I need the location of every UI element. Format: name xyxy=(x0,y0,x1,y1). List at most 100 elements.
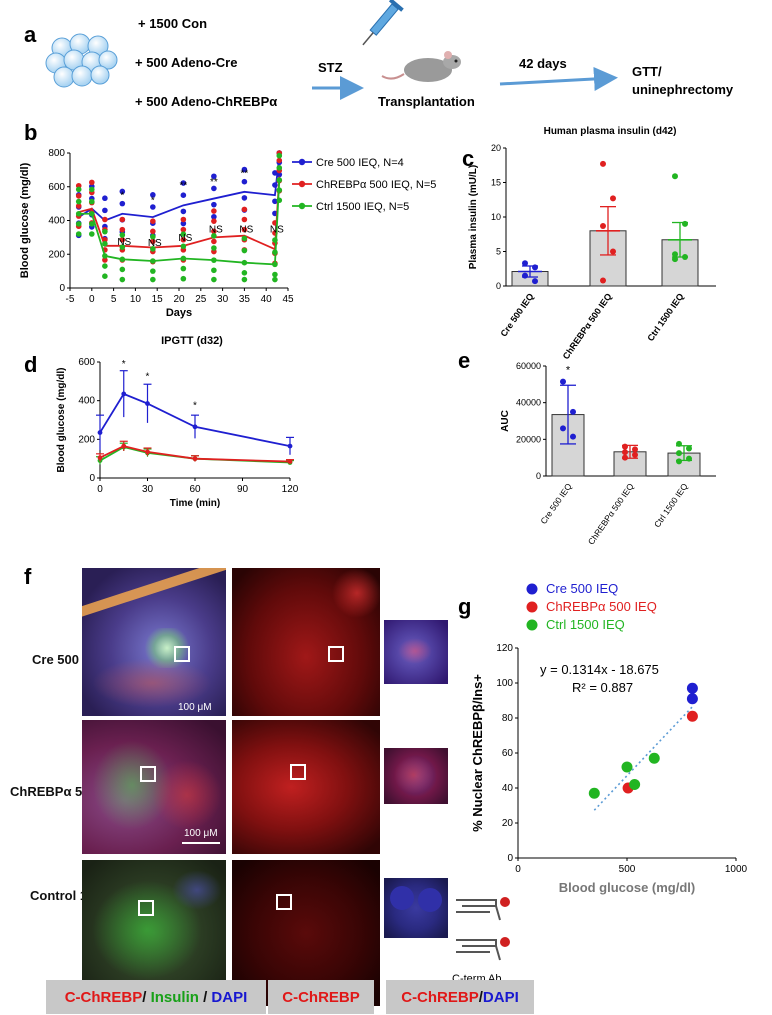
data-point xyxy=(180,192,187,198)
group-con: + 1500 Con xyxy=(138,16,207,31)
data-point xyxy=(180,180,187,186)
data-point xyxy=(119,188,126,195)
arrow-42-days xyxy=(499,66,618,91)
data-point xyxy=(648,752,660,764)
chart-title: IPGTT (d32) xyxy=(161,335,223,347)
x-tick-label: 5 xyxy=(111,294,117,305)
data-point xyxy=(211,245,217,251)
data-point xyxy=(241,226,248,233)
x-tick-label: 40 xyxy=(261,294,273,305)
data-point xyxy=(121,391,127,397)
data-point xyxy=(276,157,283,164)
sig-label-star: * xyxy=(566,364,571,376)
y-tick-label: 20 xyxy=(502,818,514,829)
y-axis-label: Plasma insulin (mU/L) xyxy=(468,165,479,269)
data-point xyxy=(532,264,538,271)
data-point xyxy=(676,440,682,447)
data-point xyxy=(75,193,82,199)
legend-label: Ctrl 1500 IEQ xyxy=(546,617,625,632)
data-point xyxy=(672,256,678,263)
data-point xyxy=(102,236,108,243)
data-point xyxy=(150,268,156,274)
data-point xyxy=(180,208,187,215)
x-category-label: Cre 500 IEQ xyxy=(498,291,535,338)
data-point xyxy=(150,204,156,210)
endpoint-line1: GTT/ xyxy=(632,64,662,79)
data-point xyxy=(241,166,248,173)
data-point xyxy=(102,273,108,279)
data-point xyxy=(532,278,538,285)
endpoint-line2: uninephrectomy xyxy=(632,82,734,97)
data-point xyxy=(211,257,217,263)
caption-merge-slash1: / xyxy=(142,988,151,1006)
data-point xyxy=(676,450,682,457)
data-point xyxy=(686,693,698,705)
caption-zoom: C-ChREBP / DAPI xyxy=(386,980,534,1014)
y-tick-label: 20 xyxy=(491,143,501,153)
data-point xyxy=(272,198,278,205)
y-tick-label: 80 xyxy=(502,713,514,724)
trendline-equation: y = 0.1314x - 18.675 xyxy=(540,662,659,677)
data-point xyxy=(272,276,278,283)
series-line-0 xyxy=(78,156,281,222)
micrograph-chrebp-red xyxy=(232,720,380,854)
data-point xyxy=(102,207,108,214)
data-point xyxy=(211,201,217,208)
y-axis-label: AUC xyxy=(500,410,511,432)
step-stz: STZ xyxy=(318,60,343,75)
data-point xyxy=(102,228,108,235)
sig-label-star: ** xyxy=(179,180,187,191)
y-tick-label: 0 xyxy=(507,853,513,864)
legend-marker xyxy=(526,583,538,595)
data-point xyxy=(75,231,82,237)
y-tick-label: 400 xyxy=(48,216,65,227)
data-point xyxy=(211,228,217,235)
caption-merge-red: C-ChREBP xyxy=(64,988,143,1006)
y-tick-label: 60 xyxy=(502,748,514,759)
x-tick-label: -5 xyxy=(66,294,75,305)
sig-label-ns: NS xyxy=(239,224,253,235)
step-42-days: 42 days xyxy=(519,56,567,71)
micrograph-cre-merge: 100 μM xyxy=(82,568,226,716)
data-point xyxy=(241,195,248,201)
data-point xyxy=(211,238,217,245)
data-point xyxy=(600,160,606,167)
x-category-label: ChREBPα 500 IEQ xyxy=(561,291,614,361)
group-chrebp: + 500 Adeno-ChREBPα xyxy=(135,94,277,109)
data-point xyxy=(600,277,606,284)
data-point xyxy=(276,197,283,204)
sig-label-ns: NS xyxy=(117,237,131,248)
mouse-icon xyxy=(381,51,461,82)
x-category-label: Ctrl 1500 IEQ xyxy=(652,481,690,529)
data-point xyxy=(682,220,688,227)
x-tick-label: 1000 xyxy=(725,864,748,875)
data-point xyxy=(272,170,278,176)
bar xyxy=(613,451,647,477)
data-point xyxy=(676,458,682,465)
sig-label-star: ** xyxy=(241,169,249,180)
y-axis-label: Blood glucose (mg/dl) xyxy=(56,368,67,473)
data-point xyxy=(119,232,126,238)
data-point xyxy=(560,378,566,385)
x-category-label: ChREBPα 500 IEQ xyxy=(586,481,636,546)
y-tick-label: 40000 xyxy=(516,398,541,408)
sig-label-ns: NS xyxy=(148,238,162,249)
data-point xyxy=(211,233,217,239)
x-tick-label: 20 xyxy=(173,294,185,305)
data-point xyxy=(180,236,187,243)
x-tick-label: 30 xyxy=(217,294,229,305)
panel-label-g: g xyxy=(458,594,471,619)
series-line-2 xyxy=(78,179,281,266)
legend-marker xyxy=(298,202,306,210)
data-point xyxy=(180,265,187,272)
data-point xyxy=(145,449,150,455)
data-point xyxy=(672,251,678,258)
data-point xyxy=(600,222,606,229)
data-point xyxy=(75,210,82,217)
sig-label-star: * xyxy=(120,191,124,202)
data-point xyxy=(150,218,156,224)
trendline-r2: R² = 0.887 xyxy=(572,680,633,695)
micrograph-control-zoom xyxy=(384,878,448,938)
data-point xyxy=(272,261,278,268)
